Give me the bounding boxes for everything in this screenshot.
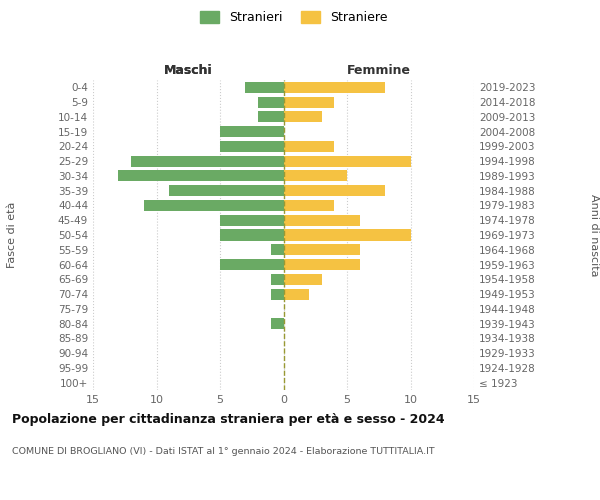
Bar: [284, 185, 385, 196]
Text: Popolazione per cittadinanza straniera per età e sesso - 2024: Popolazione per cittadinanza straniera p…: [12, 412, 445, 426]
Text: Anni di nascita: Anni di nascita: [589, 194, 599, 276]
Bar: [258, 96, 284, 108]
Bar: [284, 141, 334, 152]
Bar: [284, 244, 360, 256]
Bar: [220, 126, 284, 137]
Bar: [220, 141, 284, 152]
Bar: [284, 96, 334, 108]
Bar: [284, 200, 334, 211]
Bar: [284, 259, 360, 270]
Bar: [258, 112, 284, 122]
Bar: [284, 112, 322, 122]
Text: COMUNE DI BROGLIANO (VI) - Dati ISTAT al 1° gennaio 2024 - Elaborazione TUTTITAL: COMUNE DI BROGLIANO (VI) - Dati ISTAT al…: [12, 448, 434, 456]
Bar: [284, 214, 360, 226]
Bar: [284, 274, 322, 285]
Text: Fasce di età: Fasce di età: [7, 202, 17, 268]
Bar: [118, 170, 284, 181]
Bar: [169, 185, 284, 196]
Text: Maschi: Maschi: [164, 64, 212, 78]
Bar: [220, 259, 284, 270]
Text: Maschi: Maschi: [164, 64, 212, 78]
Bar: [284, 82, 385, 93]
Bar: [131, 156, 284, 166]
Bar: [220, 230, 284, 240]
Bar: [284, 170, 347, 181]
Bar: [144, 200, 284, 211]
Bar: [245, 82, 284, 93]
Legend: Stranieri, Straniere: Stranieri, Straniere: [196, 6, 392, 29]
Bar: [284, 230, 410, 240]
Bar: [271, 274, 284, 285]
Text: Femmine: Femmine: [347, 64, 411, 78]
Bar: [271, 288, 284, 300]
Bar: [271, 244, 284, 256]
Bar: [271, 318, 284, 329]
Bar: [220, 214, 284, 226]
Bar: [284, 156, 410, 166]
Bar: [284, 288, 309, 300]
